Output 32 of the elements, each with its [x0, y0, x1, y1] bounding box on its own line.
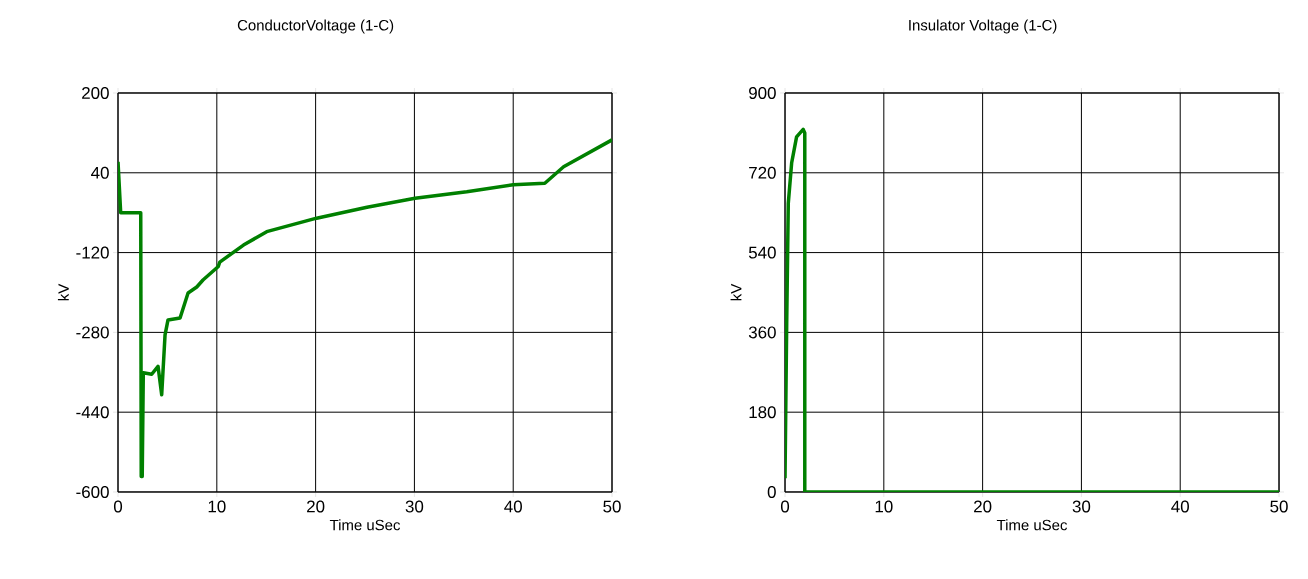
line-series [118, 138, 613, 479]
x-tick-label: 20 [974, 500, 992, 513]
y-axis-title: kV [730, 283, 742, 301]
y-tick-label: 360 [748, 326, 776, 339]
x-tick-label: 10 [208, 500, 226, 513]
y-tick-label: 540 [748, 246, 776, 259]
y-tick-label: 0 [767, 485, 776, 498]
y-axis-title: kV [57, 283, 69, 301]
x-tick-label: 0 [113, 500, 123, 513]
line-series [785, 127, 1280, 492]
y-tick-label: -280 [76, 326, 109, 339]
x-tick-label: 30 [405, 500, 424, 513]
x-tick-label: 20 [307, 500, 325, 513]
chart-title: Insulator Voltage (1-C) [909, 19, 1057, 34]
x-tick-label: 10 [875, 500, 893, 513]
y-tick-label: 180 [749, 406, 776, 419]
y-tick-label: 720 [749, 166, 776, 179]
x-tick-label: 30 [1072, 500, 1091, 513]
y-tick-label: -120 [76, 246, 109, 259]
y-tick-label: 900 [749, 86, 776, 99]
y-tick-label: 200 [82, 86, 109, 99]
x-axis-title: Time uSec [329, 519, 401, 531]
x-tick-label: 40 [1171, 500, 1189, 513]
x-tick-label: 0 [780, 500, 790, 513]
y-tick-label: -600 [76, 485, 109, 498]
x-axis-title: Time uSec [996, 519, 1068, 531]
y-tick-label: -440 [76, 406, 109, 419]
chart-title: ConductorVoltage (1-C) [237, 19, 394, 34]
y-tick-label: 40 [91, 166, 109, 179]
x-tick-label: 40 [504, 500, 522, 513]
x-tick-label: 50 [1270, 500, 1288, 513]
x-tick-label: 50 [603, 500, 621, 513]
